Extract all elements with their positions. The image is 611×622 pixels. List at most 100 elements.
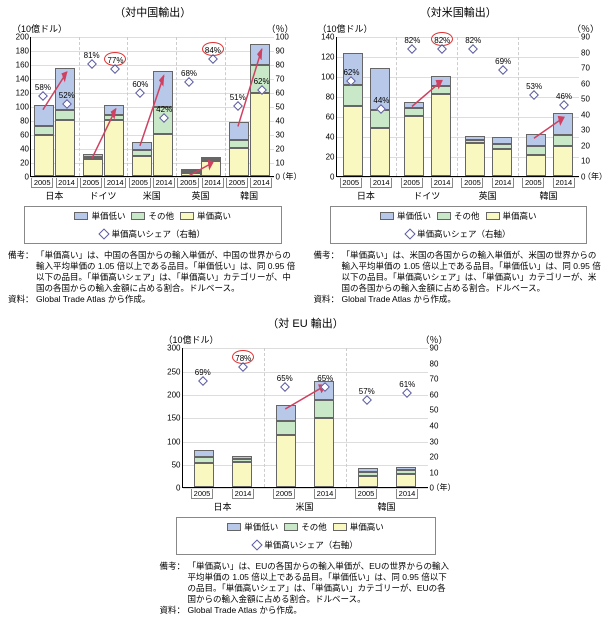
bar: [181, 169, 201, 176]
share-diamond-icon: [498, 65, 508, 75]
legend-item-share: 単価高いシェア（右軸）: [100, 228, 205, 240]
seg-high: [358, 476, 378, 487]
bar: [132, 142, 152, 176]
country-group: 82%82%: [397, 37, 458, 176]
y-tick-right: 30: [274, 131, 285, 140]
x-tick-year: 2005: [226, 177, 248, 188]
y-tick-left: 80: [20, 117, 31, 126]
seg-other: [229, 140, 249, 148]
share-diamond-icon: [362, 395, 372, 405]
bar: [250, 44, 270, 176]
y-tick-right: 30: [428, 437, 439, 446]
chart-title: （対中国輸出）: [4, 4, 302, 20]
y-tick-left: 160: [16, 61, 31, 70]
seg-low: [492, 137, 512, 144]
share-diamond-icon: [198, 376, 208, 386]
share-label: 46%: [556, 92, 572, 101]
y-tick-left: 140: [321, 33, 336, 42]
x-tick-year: 2014: [492, 177, 514, 188]
bar: [153, 71, 173, 176]
legend-item-low: 単価低い: [74, 210, 125, 222]
x-tick-country: 日本: [336, 189, 397, 202]
x-axis: 20052014日本20052014ドイツ20052014米国20052014英…: [30, 177, 274, 202]
country-group: 81% 77%: [80, 37, 129, 176]
y-tick-left: 100: [167, 437, 182, 446]
y-tick-left: 120: [16, 89, 31, 98]
legend-item-high: 単価高い: [180, 210, 231, 222]
seg-high: [343, 106, 363, 176]
seg-other: [276, 421, 296, 435]
seg-low: [553, 113, 573, 135]
bar: [232, 456, 252, 488]
y-tick-right: 70: [579, 64, 590, 73]
share-label: 68%: [181, 69, 197, 78]
y-tick-left: 100: [16, 103, 31, 112]
bar: [83, 154, 103, 176]
y-tick-left: 120: [321, 53, 336, 62]
y-tick-right: 80: [274, 61, 285, 70]
y-tick-right: 50: [428, 406, 439, 415]
chart-area: 0204060801001201401601802000102030405060…: [30, 37, 274, 177]
share-label: 82%: [404, 36, 420, 45]
y-tick-right: 10: [428, 468, 439, 477]
share-label: 62%: [343, 68, 359, 77]
y-tick-right: 40: [274, 117, 285, 126]
seg-high: [201, 161, 221, 176]
seg-other: [34, 126, 54, 135]
x-tick-year: 2005: [355, 488, 377, 499]
share-diamond-icon: [402, 388, 412, 398]
share-label: 69%: [495, 57, 511, 66]
seg-low: [250, 44, 270, 65]
bar: [55, 68, 75, 177]
bar: [404, 102, 424, 176]
seg-high: [396, 474, 416, 487]
seg-low: [194, 450, 214, 457]
year-axis-label: （年）: [278, 171, 302, 182]
y-tick-left: 250: [167, 367, 182, 376]
x-tick-year: 2014: [202, 177, 224, 188]
share-label: 69%: [195, 368, 211, 377]
seg-high: [314, 418, 334, 487]
x-tick-year: 2005: [273, 488, 295, 499]
share-diamond-icon: [468, 44, 478, 54]
country-group: 69%78%: [183, 348, 265, 487]
legend-item-high: 単価高い: [486, 210, 537, 222]
share-label: 77%: [107, 56, 123, 65]
share-diamond-icon: [280, 382, 290, 392]
share-diamond-icon: [87, 59, 97, 69]
country-group: 57%61%: [347, 348, 428, 487]
x-tick-country: ドイツ: [79, 189, 128, 202]
x-tick-country: 米国: [264, 500, 346, 513]
seg-high: [232, 462, 252, 488]
year-axis-label: （年）: [432, 482, 456, 493]
x-tick-country: 韓国: [225, 189, 274, 202]
share-diamond-icon: [559, 100, 569, 110]
x-tick-year: 2014: [153, 177, 175, 188]
y-tick-right: 100: [274, 33, 289, 42]
y-tick-right: 10: [579, 157, 590, 166]
bar: [194, 450, 214, 487]
x-tick-year: 2005: [191, 488, 213, 499]
chart-notes: 備考：「単価高い」は、中国の各国からの輸入単価が、中国の世界からの輸入平均単価の…: [4, 248, 302, 307]
bar: [201, 157, 221, 176]
y-tick-left: 40: [20, 145, 31, 154]
seg-high: [181, 173, 201, 176]
y-tick-right: 90: [579, 33, 590, 42]
y-tick-right: 80: [428, 359, 439, 368]
seg-high: [229, 148, 249, 176]
share-label: 81%: [84, 51, 100, 60]
share-label: 82%: [465, 36, 481, 45]
y-tick-left: 300: [167, 344, 182, 353]
seg-other: [55, 110, 75, 121]
seg-high: [553, 146, 573, 176]
legend-item-low: 単価低い: [227, 521, 278, 533]
seg-high: [492, 149, 512, 176]
x-axis: 20052014日本20052014ドイツ20052014英国20052014韓…: [336, 177, 580, 202]
bar: [314, 381, 334, 487]
share-diamond-icon: [233, 101, 243, 111]
country-group: 65%65%: [265, 348, 347, 487]
x-tick-year: 2014: [104, 177, 126, 188]
y-tick-right: 50: [274, 103, 285, 112]
x-tick-country: 韓国: [346, 500, 428, 513]
share-label: 65%: [277, 374, 293, 383]
